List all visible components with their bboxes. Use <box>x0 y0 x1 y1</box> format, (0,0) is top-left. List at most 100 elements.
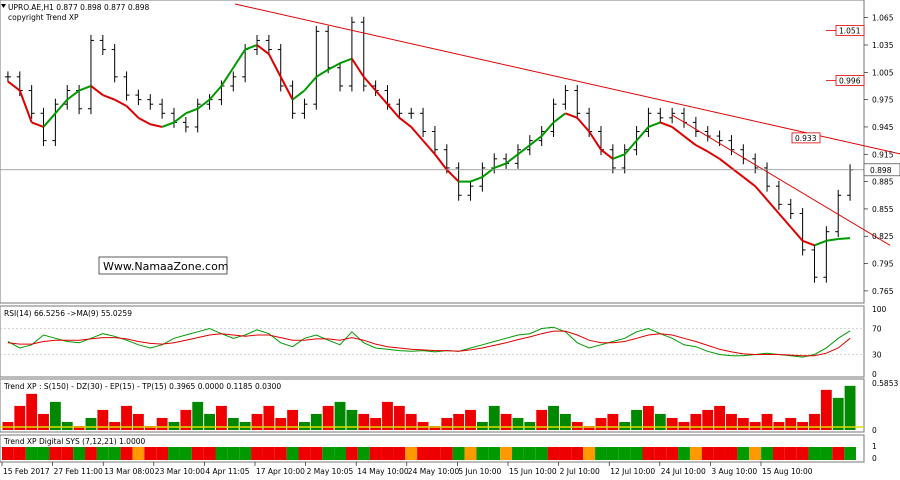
watermark-box <box>98 256 228 275</box>
x-axis-label: 27 Feb 11:00 <box>54 467 103 476</box>
trend-ma-segment <box>838 237 851 240</box>
trend-digital-cell <box>784 447 797 460</box>
trend-xp-bar <box>571 421 583 430</box>
trend-digital-cell <box>429 447 441 460</box>
trend-digital-cell <box>512 447 524 460</box>
trend-xp-bar <box>809 413 820 430</box>
trend-ma-segment <box>635 126 650 142</box>
trend-digital-cell <box>642 447 655 460</box>
trend-xp-bar <box>773 421 785 430</box>
trend-digital-cell <box>179 447 192 460</box>
trend-digital-cell <box>274 447 287 460</box>
trend-ma-segment <box>683 135 697 146</box>
trend-digital-panel[interactable]: Trend XP Digital SYS (7,12,21) 1.0000 <box>0 434 865 463</box>
trend-ma-segment <box>66 89 80 101</box>
trend-xp-bar <box>737 417 749 430</box>
trend-ma-segment <box>7 80 21 92</box>
trend-xp-bar <box>192 401 204 430</box>
trend-xp-bar <box>476 421 488 430</box>
rsi-tick-label: 100 <box>872 305 887 314</box>
trend-digital-cell <box>239 447 252 460</box>
x-axis-label: 24 Jul 10:00 <box>661 467 706 476</box>
trend-xp-bar <box>227 417 239 430</box>
trend-xp-bar <box>216 405 227 430</box>
trend-ma-segment <box>90 85 104 96</box>
rsi-tick-label: 30 <box>872 351 882 360</box>
trend-digital-cell <box>85 447 97 460</box>
trend-level-label: 0.996 <box>839 77 861 86</box>
trend-ma-segment <box>125 105 140 119</box>
trend-digital-cell <box>251 447 263 460</box>
price-tick-label: 0.945 <box>872 123 894 132</box>
trend-digital-cell <box>37 447 50 460</box>
trend-xp-bar <box>310 413 322 430</box>
trend-ma-segment <box>102 94 116 101</box>
trend-digital-cell <box>772 447 785 460</box>
trend-ma-segment <box>422 139 436 155</box>
trend-digital-cell <box>215 447 228 460</box>
trend-xp-bar <box>643 405 654 430</box>
rsi-ma-line <box>7 330 851 357</box>
x-axis-label: 15 Jun 10:00 <box>509 467 557 476</box>
trend-digital-cell <box>737 447 750 460</box>
trend-xp-bar <box>702 409 714 430</box>
trend-xp-bar <box>334 401 346 430</box>
trend-digital-cell <box>761 447 773 460</box>
trend-digital-cell <box>476 447 489 460</box>
dropdown-triangle-icon[interactable] <box>1 4 6 8</box>
price-tick-label: 0.885 <box>872 178 894 187</box>
trend-xp-bar <box>287 409 299 430</box>
trend-ma-segment <box>315 68 329 78</box>
trend-xp-panel[interactable]: Trend XP : S(150) - DZ(30) - EP(15) - TP… <box>0 378 865 433</box>
trend-xp-title: Trend XP : S(150) - DZ(30) - EP(15) - TP… <box>3 382 281 391</box>
trend-ma-segment <box>790 226 804 242</box>
rsi-tick-label: 70 <box>872 325 882 334</box>
trend-ma-segment <box>802 239 815 247</box>
trend-xp-bar <box>393 405 405 430</box>
trend-ma-segment <box>173 112 187 124</box>
trend-ma-segment <box>612 153 626 160</box>
x-axis-label: 15 Aug 10:00 <box>762 467 813 476</box>
trend-ma-segment <box>351 58 365 78</box>
trend-digital-cell <box>168 447 180 460</box>
trend-xp-bar <box>180 409 192 430</box>
trend-xp-bar <box>761 413 773 430</box>
trend-xp-bar <box>370 417 382 430</box>
trend-digital-cell <box>73 447 86 460</box>
trend-ma-segment <box>446 169 460 183</box>
x-axis-label: 5 Jun 10:00 <box>458 467 501 476</box>
trend-digital-title: Trend XP Digital SYS (7,12,21) 1.0000 <box>3 437 145 446</box>
trend-ma-segment <box>470 176 483 183</box>
trend-xp-bar <box>168 421 180 430</box>
trend-ma-segment <box>54 98 68 114</box>
rsi-line <box>7 326 851 358</box>
trend-ma-segment <box>185 107 199 115</box>
price-tick-label: 0.825 <box>872 232 894 241</box>
trend-xp-bar <box>749 421 761 430</box>
trend-digital-cell <box>618 447 631 460</box>
trend-digital-cell <box>144 447 157 460</box>
x-axis-label: 2 Jul 10:00 <box>560 467 600 476</box>
trend-xp-bar <box>61 421 73 430</box>
x-axis-label: 23 Mar 10:00 <box>155 467 205 476</box>
trend-xp-bar <box>322 405 334 430</box>
trend-xp-bar <box>844 385 856 430</box>
trend-xp-bar <box>346 409 358 430</box>
trend-ma-segment <box>517 144 531 156</box>
trend-xp-bar <box>726 413 737 430</box>
price-panel[interactable]: 0.933 0.996 1.051 UPRO.AE,H1 0.877 0.898 0… <box>0 0 900 304</box>
trend-digital-cell <box>132 447 145 460</box>
trend-ma-segment <box>18 90 33 123</box>
trend-digital-cell <box>523 447 536 460</box>
rsi-panel[interactable]: RSI(14) 66.5256 ->MA(9) 55.0259 <box>0 305 865 378</box>
trend-ma-segment <box>742 176 756 187</box>
trend-xp-bar <box>109 421 121 430</box>
trend-digital-tick-label: 0 <box>872 454 877 463</box>
trend-digital-cell <box>227 447 240 460</box>
trend-xp-bar <box>619 421 631 430</box>
trend-ma-segment <box>671 126 685 137</box>
trend-level-label: 1.051 <box>839 26 861 35</box>
trend-digital-cell <box>61 447 74 460</box>
trend-digital-cell <box>844 447 856 460</box>
trend-ma-segment <box>161 121 175 128</box>
